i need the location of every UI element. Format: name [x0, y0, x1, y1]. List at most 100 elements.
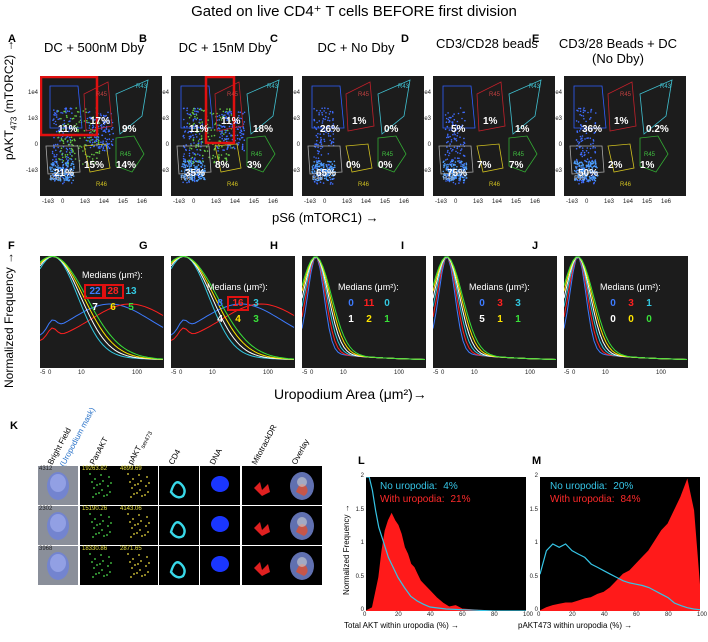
event-dot [202, 176, 204, 179]
x-tick-label: 1e4 [623, 199, 634, 205]
event-dot [228, 110, 231, 113]
cell-image [47, 552, 69, 580]
event-dot [193, 170, 195, 173]
x-tick-label: -5 [40, 370, 46, 376]
event-dot [199, 122, 201, 124]
event-dot [70, 162, 73, 165]
event-dot [328, 170, 331, 173]
event-dot [324, 118, 326, 121]
fluorescent-spot [130, 536, 132, 538]
event-dot [51, 170, 54, 173]
event-dot [55, 149, 57, 152]
image-cell: 15190.26 [80, 506, 120, 545]
image-cell [159, 506, 199, 545]
event-dot [581, 181, 583, 184]
event-dot [95, 139, 97, 142]
event-dot [196, 131, 198, 133]
event-dot [444, 163, 446, 165]
event-dot [326, 125, 328, 128]
event-dot [455, 138, 457, 140]
event-dot [450, 176, 452, 179]
event-dot [330, 165, 333, 168]
event-dot [190, 165, 192, 167]
event-dot [56, 143, 59, 146]
x-tick-label: 1e3 [473, 199, 484, 205]
histogram-plot [40, 256, 164, 360]
gate-label: R45 [227, 92, 239, 98]
event-dot [459, 168, 461, 171]
event-dot [196, 136, 198, 138]
fluorescent-spot [103, 575, 105, 577]
x-tick-label: 10 [209, 370, 216, 376]
event-dot [111, 128, 113, 130]
event-dot [449, 143, 451, 145]
image-id: 4312 [39, 466, 53, 472]
event-dot [582, 173, 584, 176]
event-dot [102, 149, 104, 151]
event-dot [320, 143, 323, 145]
event-dot [462, 143, 465, 146]
event-dot [222, 160, 224, 162]
event-dot [455, 139, 458, 142]
image-cell [200, 546, 240, 585]
event-dot [184, 175, 186, 177]
fluorescent-spot [91, 521, 93, 523]
event-dot [220, 154, 223, 156]
event-dot [75, 128, 78, 131]
histogram-curve [302, 256, 426, 360]
event-dot [462, 181, 465, 184]
event-dot [86, 162, 88, 165]
event-dot [101, 117, 103, 120]
event-dot [323, 133, 325, 135]
dna-stain [211, 516, 229, 532]
event-dot [56, 161, 58, 163]
event-dot [320, 129, 322, 132]
gate-top-left [49, 85, 83, 129]
event-dot [50, 170, 52, 173]
event-dot [182, 155, 185, 158]
event-dot [228, 115, 230, 117]
event-dot [93, 119, 96, 121]
gate-top-left [573, 85, 607, 129]
x-tick-label: 0 [323, 199, 327, 205]
fluorescent-spot [140, 560, 142, 562]
event-dot [85, 111, 87, 114]
event-dot [316, 139, 318, 142]
event-dot [451, 170, 453, 172]
event-dot [448, 154, 450, 157]
event-dot [66, 160, 69, 162]
event-dot [87, 121, 89, 124]
event-dot [458, 160, 461, 162]
event-dot [62, 160, 65, 162]
event-dot [52, 163, 54, 166]
scatter-plot [307, 79, 411, 185]
x-tick-label: 100 [523, 612, 534, 618]
y-tick-label: 1 [534, 540, 538, 546]
fluorescent-spot [101, 489, 103, 491]
event-dot [214, 156, 217, 158]
event-dot [318, 162, 320, 165]
median-value: 0 [479, 298, 485, 309]
event-dot [57, 179, 59, 181]
event-dot [90, 161, 92, 163]
event-dot [315, 134, 318, 137]
gate-bottom-right [377, 135, 407, 173]
event-dot [184, 177, 186, 180]
event-dot [464, 119, 466, 122]
event-dot [225, 157, 228, 159]
event-dot [82, 163, 84, 165]
scatter-plot [438, 79, 542, 185]
event-dot [200, 143, 203, 145]
event-dot [318, 150, 320, 153]
event-dot [322, 165, 324, 167]
event-dot [321, 122, 324, 124]
histogram-curve [40, 303, 164, 341]
event-dot [192, 125, 195, 128]
event-dot [332, 138, 335, 140]
event-dot [199, 173, 201, 176]
event-dot [590, 116, 592, 119]
event-dot [576, 166, 578, 168]
series-area-with-uropodia [366, 512, 526, 611]
fluorescent-spot [131, 527, 133, 529]
event-dot [194, 154, 197, 156]
